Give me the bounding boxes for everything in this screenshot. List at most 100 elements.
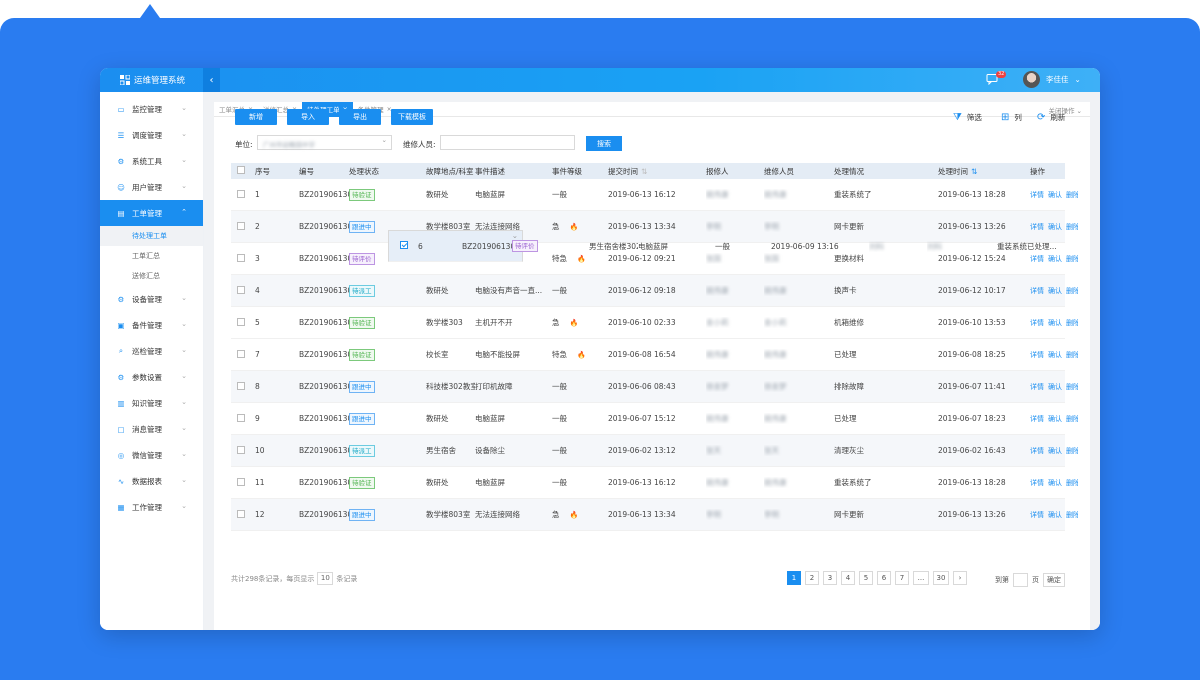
sidebar-item[interactable]: ⚙ 参数设置 ⌄ bbox=[100, 364, 203, 390]
download-template-button[interactable]: 下载模板 bbox=[391, 109, 433, 125]
page-jump-input[interactable] bbox=[1013, 573, 1028, 587]
detail-link[interactable]: 详情 bbox=[1030, 510, 1044, 519]
page-button[interactable]: 3 bbox=[823, 571, 837, 585]
table-row[interactable]: 9 BZ20190613019跟进中 教研处 电脑蓝屏 一般 2019-06-07 15:… bbox=[231, 403, 1078, 435]
sidebar-item[interactable]: ⚙ 系统工具 ⌄ bbox=[100, 148, 203, 174]
detail-link[interactable]: 详情 bbox=[1030, 414, 1044, 423]
page-button[interactable]: ... bbox=[913, 571, 929, 585]
collapse-sidebar-button[interactable]: ‹ bbox=[203, 68, 220, 92]
sort-icon[interactable]: ⇅ bbox=[971, 166, 978, 176]
unit-select[interactable]: 广州市幼稚园中学 bbox=[257, 135, 392, 150]
sidebar-item[interactable]: ⌕ 巡检管理 ⌄ bbox=[100, 338, 203, 364]
page-button[interactable]: 5 bbox=[859, 571, 873, 585]
row-checkbox[interactable] bbox=[237, 317, 245, 326]
sidebar-subitem[interactable]: 工单汇总 bbox=[132, 252, 160, 260]
jump-ok-button[interactable]: 确定 bbox=[1043, 573, 1065, 587]
row-checkbox[interactable] bbox=[400, 241, 408, 249]
refresh-button[interactable]: ⟳ 刷新 bbox=[1037, 112, 1066, 123]
delete-link[interactable]: 删除 bbox=[1066, 350, 1078, 359]
detail-link[interactable]: 详情 bbox=[1030, 382, 1044, 391]
confirm-link[interactable]: 确认 bbox=[1048, 478, 1062, 487]
sidebar-item[interactable]: ▦ 工作管理 ⌄ bbox=[100, 494, 203, 520]
confirm-link[interactable]: 确认 bbox=[1048, 190, 1062, 199]
row-checkbox[interactable] bbox=[237, 285, 245, 294]
sidebar-subitem[interactable]: 待处理工单 bbox=[100, 226, 203, 246]
detail-link[interactable]: 详情 bbox=[1030, 222, 1044, 231]
message-button[interactable]: 32 bbox=[986, 71, 1007, 87]
columns-button[interactable]: ⊞ 列 bbox=[1001, 112, 1022, 123]
table-row[interactable]: 6 BZ20190613016待评价 男生宿舍楼302室...电脑蓝屏 一般 2019-… bbox=[388, 230, 1057, 262]
page-button[interactable]: 6 bbox=[877, 571, 891, 585]
delete-link[interactable]: 删除 bbox=[1066, 478, 1078, 487]
page-button[interactable]: 2 bbox=[805, 571, 819, 585]
repairer-input[interactable] bbox=[440, 135, 575, 150]
delete-link[interactable]: 删除 bbox=[1066, 414, 1078, 423]
row-checkbox[interactable] bbox=[237, 413, 245, 422]
confirm-link[interactable]: 确认 bbox=[1048, 446, 1062, 455]
row-checkbox[interactable] bbox=[237, 381, 245, 390]
table-row[interactable]: 7 BZ20190613017待验证 校长室 电脑不能投屏 特急 🔥 2019-06-08 … bbox=[231, 339, 1078, 371]
row-checkbox[interactable] bbox=[237, 349, 245, 358]
sidebar-item[interactable]: ∿ 数据报表 ⌄ bbox=[100, 468, 203, 494]
confirm-link[interactable]: 确认 bbox=[1048, 382, 1062, 391]
page-size-input[interactable]: 10 bbox=[317, 572, 334, 585]
sort-icon[interactable]: ⇅ bbox=[641, 166, 648, 176]
sidebar-subitem[interactable]: 送修汇总 bbox=[132, 272, 160, 280]
row-checkbox[interactable] bbox=[237, 477, 245, 486]
delete-link[interactable]: 删除 bbox=[1066, 446, 1078, 455]
detail-link[interactable]: 详情 bbox=[1030, 190, 1044, 199]
confirm-link[interactable]: 确认 bbox=[1048, 350, 1062, 359]
confirm-link[interactable]: 确认 bbox=[1048, 510, 1062, 519]
detail-link[interactable]: 详情 bbox=[1030, 318, 1044, 327]
sidebar-item[interactable]: ▣ 备件管理 ⌄ bbox=[100, 312, 203, 338]
add-button[interactable]: 新增 bbox=[235, 109, 277, 125]
close-ops-button[interactable]: 关闭操作 ⌄ bbox=[1048, 107, 1082, 115]
table-row[interactable]: 5 BZ20190613015待验证 教学楼303 主机开不开 急 🔥 2019-06-10… bbox=[231, 307, 1078, 339]
row-checkbox[interactable] bbox=[237, 509, 245, 518]
search-button[interactable]: 搜索 bbox=[586, 136, 622, 151]
detail-link[interactable]: 详情 bbox=[1030, 478, 1044, 487]
column-header[interactable]: 处理时间 ⇅ bbox=[938, 166, 978, 176]
sidebar-item[interactable]: ☺ 用户管理 ⌄ bbox=[100, 174, 203, 200]
row-checkbox[interactable] bbox=[237, 253, 245, 262]
sidebar-item[interactable]: ▤ 工单管理 ⌃ bbox=[100, 200, 203, 226]
import-button[interactable]: 导入 bbox=[287, 109, 329, 125]
confirm-link[interactable]: 确认 bbox=[1048, 318, 1062, 327]
delete-link[interactable]: 删除 bbox=[1066, 382, 1078, 391]
table-row[interactable]: 10 BZ20190613020待派工 男生宿舍 设备除尘 一般 2019-06-02 1… bbox=[231, 435, 1078, 467]
page-button[interactable]: 1 bbox=[787, 571, 801, 585]
table-row[interactable]: 1 BZ20190613011待验证 教研处 电脑蓝屏 一般 2019-06-13 16:… bbox=[231, 179, 1078, 211]
user-menu[interactable]: 李佳佳 ⌄ bbox=[1023, 71, 1081, 88]
next-page-button[interactable]: › bbox=[953, 571, 967, 585]
delete-link[interactable]: 删除 bbox=[1066, 510, 1078, 519]
delete-link[interactable]: 删除 bbox=[1066, 254, 1078, 263]
detail-link[interactable]: 详情 bbox=[1030, 286, 1044, 295]
sidebar-item[interactable]: ▢ 消息管理 ⌄ bbox=[100, 416, 203, 442]
row-checkbox[interactable] bbox=[237, 445, 245, 454]
page-button[interactable]: 30 bbox=[933, 571, 949, 585]
sidebar-item[interactable]: ▭ 监控管理 ⌄ bbox=[100, 96, 203, 122]
confirm-link[interactable]: 确认 bbox=[1048, 222, 1062, 231]
delete-link[interactable]: 删除 bbox=[1066, 222, 1078, 231]
sidebar-item[interactable]: ◎ 微信管理 ⌄ bbox=[100, 442, 203, 468]
column-header[interactable]: 提交时间 ⇅ bbox=[608, 166, 648, 176]
confirm-link[interactable]: 确认 bbox=[1048, 286, 1062, 295]
delete-link[interactable]: 删除 bbox=[1066, 286, 1078, 295]
filter-button[interactable]: ⧩ 筛选 bbox=[953, 112, 982, 123]
select-all-checkbox[interactable] bbox=[237, 166, 245, 174]
delete-link[interactable]: 删除 bbox=[1066, 318, 1078, 327]
sidebar-item[interactable]: ⚙ 设备管理 ⌄ bbox=[100, 286, 203, 312]
confirm-link[interactable]: 确认 bbox=[1048, 414, 1062, 423]
sidebar-item[interactable]: ☰ 调度管理 ⌄ bbox=[100, 122, 203, 148]
page-button[interactable]: 7 bbox=[895, 571, 909, 585]
page-button[interactable]: 4 bbox=[841, 571, 855, 585]
detail-link[interactable]: 详情 bbox=[1030, 446, 1044, 455]
row-checkbox[interactable] bbox=[237, 221, 245, 230]
table-row[interactable]: 3BZ20190613013待评价综合楼210打印机坏了特急🔥2019-06-1… bbox=[231, 243, 1078, 275]
export-button[interactable]: 导出 bbox=[339, 109, 381, 125]
close-icon[interactable]: × bbox=[386, 105, 392, 113]
sidebar-item[interactable]: ▥ 知识管理 ⌄ bbox=[100, 390, 203, 416]
